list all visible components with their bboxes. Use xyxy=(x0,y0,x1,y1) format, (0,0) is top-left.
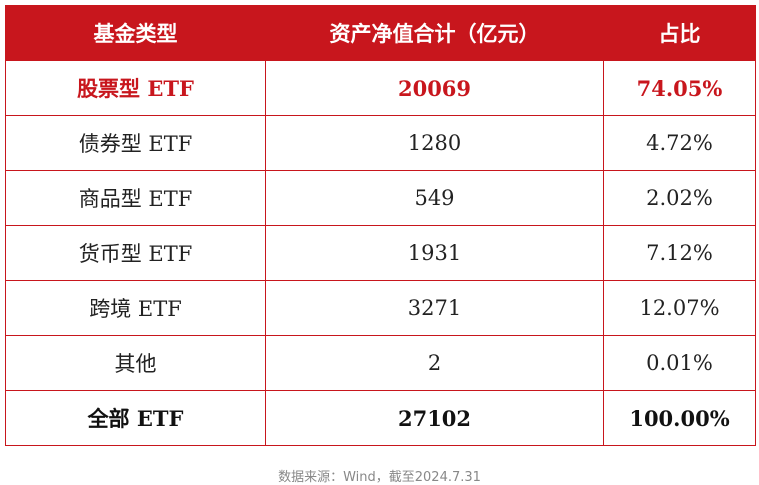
table-cell: 0.01% xyxy=(603,335,756,391)
table-row: 商品型 ETF 549 2.02% xyxy=(5,170,756,226)
header-row: 基金类型 资产净值合计（亿元） 占比 xyxy=(5,5,756,61)
etf-table: 基金类型 资产净值合计（亿元） 占比 股票型 ETF 20069 74.05% 债券型 E… xyxy=(5,5,756,446)
table-cell: 549 xyxy=(265,170,604,226)
table-cell: 跨境 ETF xyxy=(5,280,266,336)
table-row: 跨境 ETF 3271 12.07% xyxy=(5,280,756,336)
table-cell: 债券型 ETF xyxy=(5,115,266,171)
table-cell: 其他 xyxy=(5,335,266,391)
table-row: 其他 2 0.01% xyxy=(5,335,756,391)
header-cell: 占比 xyxy=(603,5,756,61)
table-cell: 3271 xyxy=(265,280,604,336)
table-cell: 商品型 ETF xyxy=(5,170,266,226)
header-cell: 资产净值合计（亿元） xyxy=(265,5,604,61)
table-cell: 2 xyxy=(265,335,604,391)
table-cell: 100.00% xyxy=(603,390,756,446)
table-cell: 货币型 ETF xyxy=(5,225,266,281)
table-cell: 20069 xyxy=(265,60,604,116)
table-body: 股票型 ETF 20069 74.05% 债券型 ETF 1280 4.72% 商品型 ET… xyxy=(5,60,756,446)
table-cell: 2.02% xyxy=(603,170,756,226)
table-cell: 全部 ETF xyxy=(5,390,266,446)
table-cell: 4.72% xyxy=(603,115,756,171)
table-cell: 1280 xyxy=(265,115,604,171)
header-cell: 基金类型 xyxy=(5,5,266,61)
table-cell: 12.07% xyxy=(603,280,756,336)
table-cell: 27102 xyxy=(265,390,604,446)
table-cell: 股票型 ETF xyxy=(5,60,266,116)
table-row: 债券型 ETF 1280 4.72% xyxy=(5,115,756,171)
table-cell: 7.12% xyxy=(603,225,756,281)
table-row: 股票型 ETF 20069 74.05% xyxy=(5,60,756,116)
table-row: 货币型 ETF 1931 7.12% xyxy=(5,225,756,281)
source-note: 数据来源：Wind，截至2024.7.31 xyxy=(278,470,481,485)
table-cell: 74.05% xyxy=(603,60,756,116)
table-row: 全部 ETF 27102 100.00% xyxy=(5,390,756,446)
table-cell: 1931 xyxy=(265,225,604,281)
